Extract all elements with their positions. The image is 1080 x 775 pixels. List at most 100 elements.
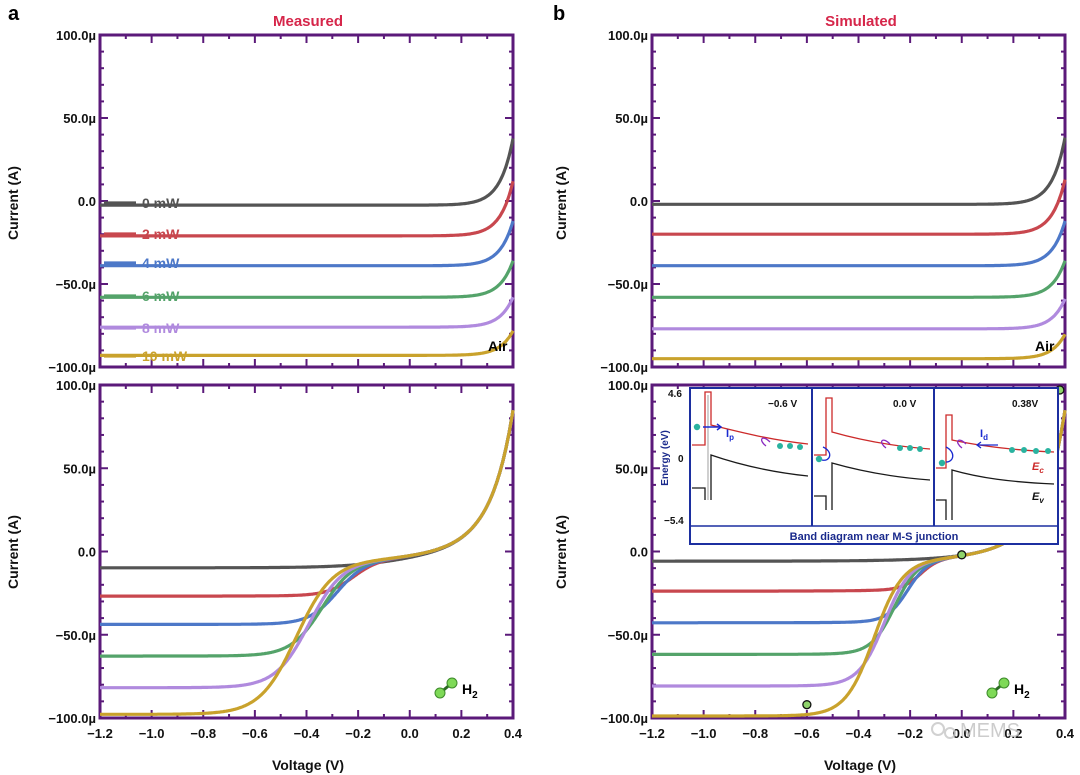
inset-label-id: Id	[980, 428, 988, 442]
xtick-label: −0.6	[242, 726, 268, 741]
xtick-label: 0.4	[504, 726, 523, 741]
title-simulated: Simulated	[825, 13, 897, 30]
plot-a-h2: 100.0µ 50.0µ 0.0 −50.0µ −100.0µ−1.2 −1.0 −0.8 −…	[48, 378, 522, 741]
ytick-label: 0.0	[630, 545, 648, 560]
inset-subpanel-label-2: 0.0 V	[893, 399, 917, 410]
panel-label-b: b	[553, 3, 565, 25]
env-label-b-air: Air	[1035, 338, 1055, 354]
ytick-label: −50.0µ	[56, 628, 96, 643]
watermark: MEMS	[931, 720, 1020, 742]
ytick-label: 100.0µ	[608, 28, 648, 43]
ytick-label: 50.0µ	[63, 111, 96, 126]
xtick-label: −0.2	[897, 726, 923, 741]
xtick-label: −0.2	[345, 726, 371, 741]
xlabel-a: Voltage (V)	[272, 757, 344, 773]
inset-label-ip: Ip	[726, 428, 734, 442]
ytick-label: −50.0µ	[608, 628, 648, 643]
ytick-label: −50.0µ	[56, 277, 96, 292]
xtick-label: −0.4	[294, 726, 320, 741]
band-subpanel-0.38v: Id Ec Ev	[936, 414, 1055, 520]
env-label-a-air: Air	[488, 338, 508, 354]
series-line-10mW	[99, 409, 515, 716]
xtick-label: −1.2	[87, 726, 113, 741]
legend-label: 6 mW	[142, 288, 180, 304]
series-line-8mW	[651, 298, 1067, 331]
ytick-label: 50.0µ	[615, 461, 648, 476]
h2-molecule-icon	[434, 677, 458, 699]
inset-ytick-bottom: −5.4	[664, 516, 684, 527]
inset-caption: Band diagram near M-S junction	[790, 531, 959, 543]
ytick-label: −100.0µ	[48, 360, 96, 375]
ytick-label: 0.0	[78, 194, 96, 209]
legend-label: 10 mW	[142, 348, 188, 364]
xtick-label: −0.4	[846, 726, 872, 741]
ylabel-b-air: Current (A)	[553, 166, 569, 240]
ytick-label: −100.0µ	[600, 711, 648, 726]
xtick-label: −1.2	[639, 726, 665, 741]
ytick-label: 100.0µ	[608, 378, 648, 393]
inset-ytick-mid: 0	[678, 454, 684, 465]
xtick-label: −0.6	[794, 726, 820, 741]
series-line-0mW	[99, 138, 515, 207]
ytick-label: 50.0µ	[63, 461, 96, 476]
series-line-4mW	[651, 220, 1067, 268]
ytick-label: 100.0µ	[56, 28, 96, 43]
series-line-6mW	[99, 260, 515, 299]
legend-label: 4 mW	[142, 255, 180, 271]
legend-label: 8 mW	[142, 320, 180, 336]
ylabel-a-h2: Current (A)	[5, 515, 21, 589]
ytick-label: 50.0µ	[615, 111, 648, 126]
inset-label-ec: Ec	[1032, 461, 1044, 475]
marked-point	[802, 700, 812, 710]
plot-frame	[98, 383, 515, 720]
band-subpanel-0.0v	[814, 397, 931, 510]
panel-label-a: a	[8, 3, 20, 25]
inset-subpanel-label-3: 0.38V	[1012, 399, 1038, 410]
ylabel-b-h2: Current (A)	[553, 515, 569, 589]
band-subpanel-neg-0.6v: Ip	[692, 391, 809, 500]
xtick-label: 0.2	[1004, 726, 1022, 741]
band-diagram-inset: 4.6 0 −5.4 Energy (eV) Band diagram near…	[660, 387, 1059, 545]
series-line-2mW	[651, 179, 1067, 236]
marked-point	[957, 550, 967, 560]
xtick-label: 0.2	[452, 726, 470, 741]
plot-b-air: 100.0µ 50.0µ 0.0 −50.0µ −100.0µ	[600, 28, 1067, 375]
ytick-label: 0.0	[78, 545, 96, 560]
legend: 0 mW 2 mW 4 mW 6 mW 8 mW 10 mW	[104, 195, 188, 364]
series-line-10mW	[651, 333, 1067, 361]
xtick-label: 0.0	[401, 726, 419, 741]
watermark-text: MEMS	[960, 720, 1020, 742]
series-line-4mW	[99, 220, 515, 268]
xtick-label: 0.4	[1056, 726, 1075, 741]
inset-ylabel: Energy (eV)	[660, 430, 671, 486]
series-line-10mW	[651, 409, 1067, 718]
plot-frame	[650, 33, 1067, 369]
ytick-label: −100.0µ	[600, 360, 648, 375]
series-line-8mW	[99, 409, 515, 690]
xtick-label: −1.0	[691, 726, 717, 741]
plot-a-air: 100.0µ 50.0µ 0.0 −50.0µ −100.0µ	[48, 28, 515, 375]
inset-ytick-top: 4.6	[668, 389, 682, 400]
series-line-6mW	[651, 260, 1067, 299]
env-label-b-h2: H2	[1014, 681, 1030, 701]
ylabel-a-air: Current (A)	[5, 166, 21, 240]
ytick-label: 100.0µ	[56, 378, 96, 393]
plot-b-h2: 100.0µ 50.0µ 0.0 −50.0µ −100.0µ−1.2 −1.0 −0.8 −…	[600, 378, 1074, 741]
legend-label: 0 mW	[142, 195, 180, 211]
legend-label: 2 mW	[142, 226, 180, 242]
series-line-2mW	[99, 180, 515, 238]
xlabel-b: Voltage (V)	[824, 757, 896, 773]
ytick-label: −100.0µ	[48, 711, 96, 726]
env-label-a-h2: H2	[462, 681, 478, 701]
h2-molecule-icon	[986, 677, 1010, 699]
title-measured: Measured	[273, 13, 343, 30]
xtick-label: −1.0	[139, 726, 165, 741]
series-line-10mW	[99, 330, 515, 357]
series-line-8mW	[99, 296, 515, 329]
xtick-label: 0.0	[953, 726, 971, 741]
xtick-label: −0.8	[190, 726, 216, 741]
inset-label-ev: Ev	[1032, 491, 1044, 505]
xtick-label: −0.8	[742, 726, 768, 741]
series-line-0mW	[651, 137, 1067, 206]
